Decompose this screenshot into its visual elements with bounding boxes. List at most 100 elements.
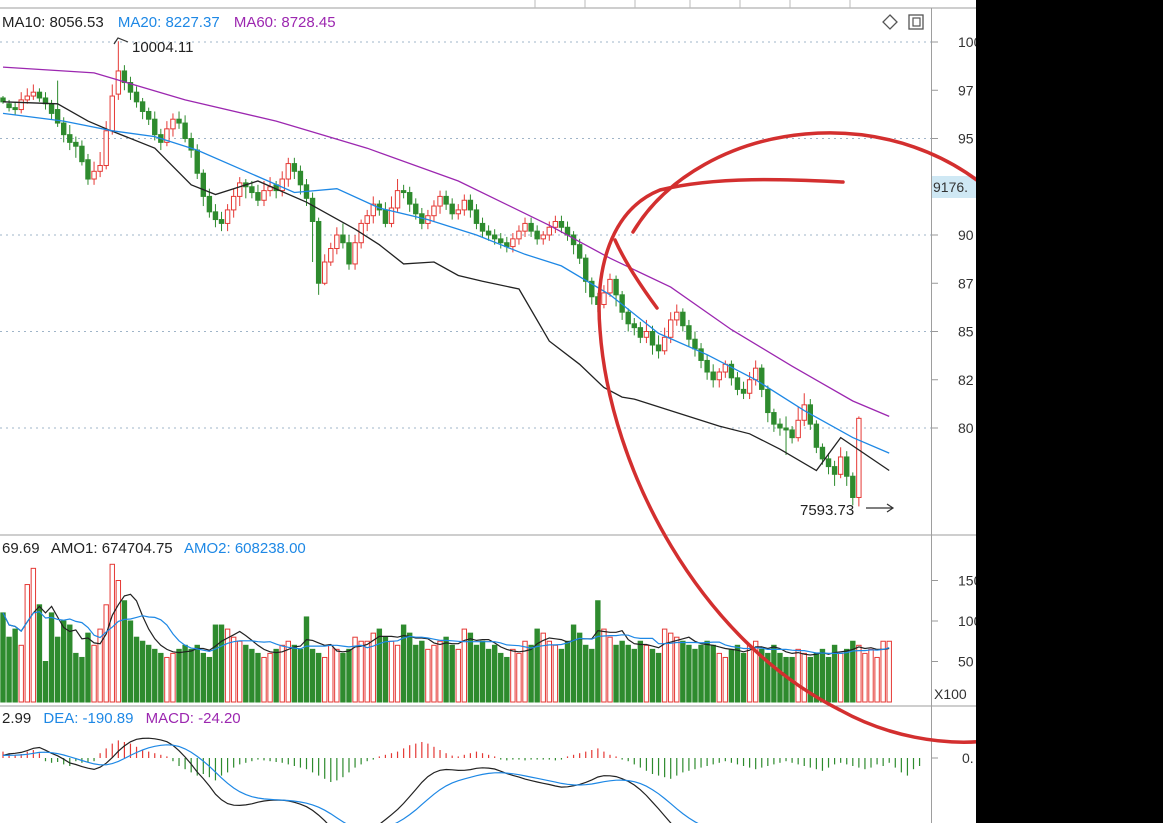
candle-body (534, 230, 540, 240)
volume-bar (498, 652, 504, 703)
candle-body (212, 211, 219, 221)
candle-body (97, 165, 103, 172)
volume-bar (479, 640, 486, 703)
candle-body (752, 367, 759, 381)
volume-bar (716, 652, 722, 703)
volume-bar (346, 648, 352, 703)
volume-bar (218, 624, 225, 703)
volume-bar (30, 567, 37, 703)
volume-bar (607, 636, 613, 703)
volume-bar (230, 636, 237, 703)
candle-body (431, 205, 437, 217)
low-label: 7593.73 (800, 502, 854, 519)
red-circle-annotation (597, 131, 1142, 744)
volume-tick-label: 100 (958, 613, 982, 629)
volume-bar (18, 644, 24, 703)
volume-bar (182, 644, 188, 703)
volume-bar (322, 656, 328, 703)
volume-bar (425, 648, 431, 703)
dea-legend: DEA: -190.89 (43, 710, 133, 727)
candle-body (540, 234, 546, 240)
candle-body (285, 163, 291, 180)
volume-bar (540, 632, 546, 703)
volume-bar (576, 632, 583, 703)
candle-body (230, 195, 237, 211)
candle-body (461, 199, 468, 211)
candle-body (103, 130, 109, 167)
volume-bar (352, 636, 358, 703)
window-restore-icon[interactable] (908, 14, 924, 30)
amo2-legend: AMO2: 608238.00 (184, 540, 306, 557)
volume-legend-value: 69.69 (2, 540, 40, 557)
volume-bar (759, 648, 765, 703)
candle-body (771, 412, 777, 425)
candle-body (789, 429, 795, 439)
volume-bar (24, 584, 30, 703)
candle-body (73, 141, 79, 147)
volume-bar (564, 640, 571, 703)
volume-bar (413, 644, 419, 703)
candle-body (79, 145, 85, 163)
volume-bar (61, 620, 67, 703)
candle-body (661, 336, 668, 352)
candle-body (30, 91, 37, 97)
volume-bar (139, 640, 146, 703)
candle-body (485, 230, 492, 236)
volume-bar (601, 628, 607, 703)
candle-body (382, 209, 389, 224)
volume-bar (583, 644, 589, 703)
volume-bar (54, 636, 61, 703)
candle-body (91, 170, 97, 180)
high-label: 10004.11 (132, 39, 193, 56)
volume-tick-label: 150 (958, 573, 982, 589)
volume-bar (364, 640, 370, 703)
volume-bar (558, 648, 565, 703)
volume-bar (516, 652, 522, 703)
candle-body (115, 70, 122, 95)
candle-body (837, 456, 844, 475)
candle-body (127, 82, 134, 93)
candle-body (746, 379, 753, 394)
candle-body (467, 199, 474, 211)
volume-bar (212, 624, 219, 703)
volume-bar (886, 640, 892, 703)
candle-body (680, 311, 686, 327)
volume-bar (443, 636, 449, 703)
main-legend: MA10: 8056.53 MA20: 8227.37 MA60: 8728.4… (2, 14, 336, 31)
candle-body (479, 222, 486, 232)
volume-bar (170, 652, 176, 703)
candle-body (309, 197, 316, 222)
volume-bar (388, 640, 395, 703)
low-pointer (866, 503, 895, 513)
volume-bar (455, 648, 461, 703)
volume-bar (273, 648, 279, 703)
candle-body (188, 138, 194, 151)
dea-line (2, 744, 699, 823)
volume-bar (419, 640, 425, 703)
diamond-icon[interactable] (882, 14, 898, 30)
ma-lines-group (2, 66, 890, 472)
candle-body (249, 186, 255, 194)
volume-bar (473, 644, 480, 703)
volume-bar (382, 636, 389, 703)
volume-bar (686, 644, 692, 703)
candle-body (728, 363, 735, 379)
candle-body (552, 220, 559, 228)
price-tag: 9176. (933, 179, 968, 195)
volume-bar (449, 644, 455, 703)
volume-bar (734, 644, 741, 703)
volume-bar (771, 644, 777, 703)
volume-bar (145, 644, 152, 703)
candle-body (297, 170, 304, 186)
price-tick-label: 87 (958, 275, 974, 291)
candle-body (655, 344, 662, 352)
candle-body (237, 182, 243, 197)
volume-bar (668, 632, 674, 703)
volume-bar (844, 648, 850, 703)
volume-bar (437, 640, 443, 703)
volume-bar (595, 600, 601, 703)
volume-bar (303, 616, 310, 703)
candle-body (164, 128, 170, 143)
candle-body (819, 446, 826, 460)
volume-bar (522, 640, 528, 703)
